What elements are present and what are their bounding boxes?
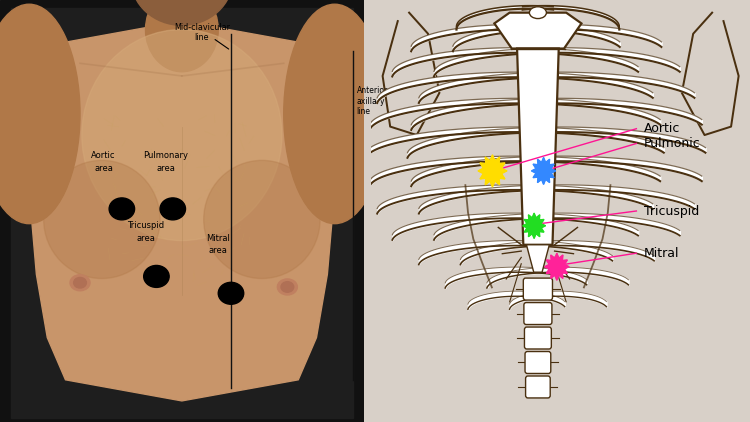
Text: area: area (136, 234, 155, 243)
Ellipse shape (525, 143, 539, 155)
Ellipse shape (525, 167, 539, 179)
Text: Tricuspid: Tricuspid (644, 205, 699, 217)
Text: area: area (156, 164, 175, 173)
Ellipse shape (525, 95, 539, 107)
Ellipse shape (281, 282, 294, 292)
Ellipse shape (146, 0, 218, 72)
Polygon shape (523, 213, 545, 238)
Polygon shape (532, 157, 556, 184)
Polygon shape (526, 245, 549, 272)
Ellipse shape (0, 4, 80, 224)
FancyBboxPatch shape (524, 278, 553, 300)
Text: Mitral: Mitral (206, 234, 230, 243)
Text: Aortic: Aortic (644, 122, 680, 135)
Text: Anterior
axillary
line: Anterior axillary line (356, 87, 388, 116)
Polygon shape (29, 21, 334, 401)
Ellipse shape (144, 265, 170, 287)
Ellipse shape (44, 160, 160, 279)
FancyBboxPatch shape (524, 327, 551, 349)
Ellipse shape (530, 7, 547, 19)
Text: area: area (209, 246, 228, 255)
FancyBboxPatch shape (526, 376, 550, 398)
Ellipse shape (160, 198, 185, 220)
Polygon shape (544, 253, 569, 280)
Text: Mid-clavicular
line: Mid-clavicular line (174, 23, 230, 42)
FancyBboxPatch shape (525, 352, 550, 373)
Ellipse shape (204, 160, 320, 279)
Ellipse shape (82, 30, 282, 241)
Text: Pulmonic: Pulmonic (644, 137, 700, 150)
Text: Pulmonary: Pulmonary (143, 151, 188, 160)
Text: Mitral: Mitral (644, 247, 680, 260)
Text: area: area (94, 164, 113, 173)
Ellipse shape (278, 279, 297, 295)
Ellipse shape (525, 71, 539, 83)
Ellipse shape (525, 47, 539, 59)
Text: Tricuspid: Tricuspid (127, 221, 164, 230)
FancyBboxPatch shape (524, 303, 552, 325)
Polygon shape (478, 155, 507, 187)
Ellipse shape (525, 215, 539, 227)
Ellipse shape (131, 0, 232, 25)
Ellipse shape (70, 275, 90, 291)
Polygon shape (517, 49, 559, 245)
Text: Aortic: Aortic (92, 151, 116, 160)
Polygon shape (494, 13, 581, 49)
Ellipse shape (218, 282, 244, 304)
Ellipse shape (525, 191, 539, 203)
Ellipse shape (525, 119, 539, 131)
Ellipse shape (284, 4, 386, 224)
Ellipse shape (110, 198, 134, 220)
Ellipse shape (74, 278, 86, 288)
